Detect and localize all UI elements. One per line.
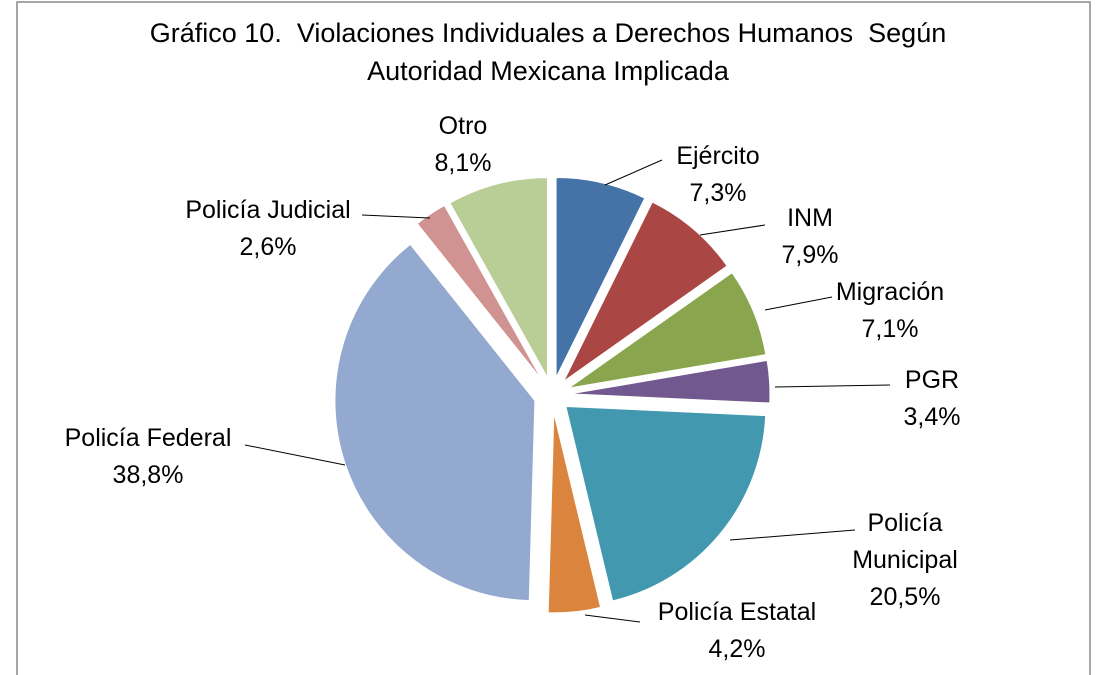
slice xyxy=(449,177,548,380)
value-label: 4,2% xyxy=(708,635,766,663)
category-label: Policía Estatal xyxy=(657,598,817,626)
slice xyxy=(565,405,767,602)
category-label: Migración xyxy=(835,278,945,306)
category-label: Policía Federal xyxy=(64,424,232,452)
category-label: Otro xyxy=(438,112,488,140)
leader-line xyxy=(699,224,766,236)
slice-label: Policía Municipal 20,5% xyxy=(835,505,975,616)
category-label: INM xyxy=(787,204,833,232)
slice xyxy=(555,176,646,378)
category-label: Policía Municipal xyxy=(852,509,958,574)
slice xyxy=(563,201,728,382)
value-label: 20,5% xyxy=(869,583,941,611)
leader-line xyxy=(604,159,663,186)
leader-line xyxy=(584,614,641,623)
frame xyxy=(16,1,1091,675)
category-label: Policía Judicial xyxy=(185,196,351,224)
slice-label: Policía Judicial 2,6% xyxy=(185,192,350,266)
value-label: 7,9% xyxy=(781,241,839,269)
chart-title: Gráfico 10. Violaciones Individuales a D… xyxy=(149,18,953,86)
value-label: 2,6% xyxy=(239,233,297,261)
slice xyxy=(334,243,536,602)
category-label: Ejército xyxy=(676,142,760,170)
slice xyxy=(416,204,543,381)
slice xyxy=(547,412,602,614)
leader-line xyxy=(774,384,891,388)
leader-line xyxy=(764,296,833,311)
leader-line xyxy=(729,529,856,541)
slice xyxy=(568,272,767,389)
leader-line xyxy=(361,214,431,219)
slice-label: INM 7,9% xyxy=(782,200,839,274)
value-label: 3,4% xyxy=(903,403,961,431)
leader-line xyxy=(244,444,346,466)
slice-label: Policía Estatal 4,2% xyxy=(658,594,816,668)
value-label: 7,3% xyxy=(689,179,747,207)
value-label: 7,1% xyxy=(861,315,919,343)
slice-label: Policía Federal 38,8% xyxy=(65,420,232,494)
value-label: 38,8% xyxy=(112,461,184,489)
slice-label: Otro 8,1% xyxy=(435,108,492,182)
slice-label: PGR 3,4% xyxy=(904,362,961,436)
value-label: 8,1% xyxy=(434,149,492,177)
slice-label: Migración 7,1% xyxy=(836,274,944,348)
category-label: PGR xyxy=(904,366,960,394)
slice xyxy=(569,359,771,404)
slice-label: Ejército 7,3% xyxy=(676,138,759,212)
